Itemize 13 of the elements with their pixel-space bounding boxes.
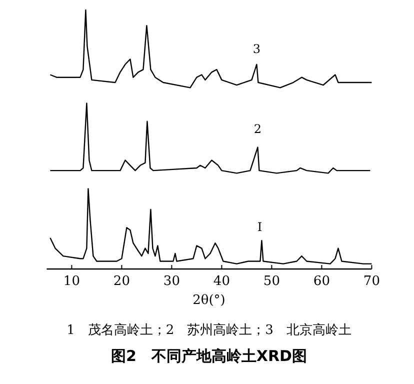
text: 图2 不同产地高岭土XRD图 bbox=[110, 347, 308, 365]
x-axis-title: 2θ(°) bbox=[192, 293, 226, 308]
annotation: I bbox=[257, 220, 262, 234]
x-tick-label: 60 bbox=[313, 274, 330, 289]
x-tick-label: 10 bbox=[63, 274, 80, 289]
x-tick-label: 70 bbox=[363, 274, 380, 289]
annotation: 2 bbox=[254, 122, 262, 136]
annotation: 3 bbox=[252, 42, 261, 56]
x-tick-label: 30 bbox=[163, 274, 180, 289]
text: 1 茂名高岭土；2 苏州高岭土；3 北京高岭土 bbox=[66, 322, 352, 338]
x-tick-label: 40 bbox=[213, 274, 230, 289]
x-tick-label: 50 bbox=[263, 274, 280, 289]
x-tick-label: 20 bbox=[113, 274, 130, 289]
